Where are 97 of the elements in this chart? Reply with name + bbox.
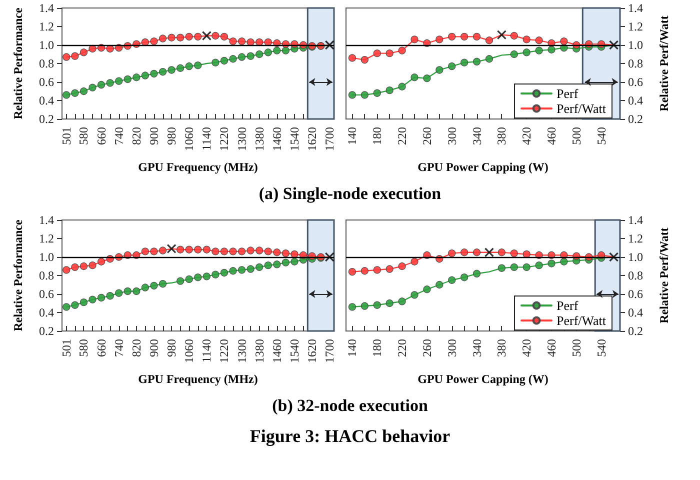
y-tick-label: 0.8	[39, 268, 54, 282]
y2-tick-label: 0.8	[628, 268, 643, 282]
y2-tick-label: 1.4	[628, 1, 643, 15]
x-tick-label: 1220	[217, 127, 232, 151]
y-tick-label: 1.2	[39, 20, 54, 34]
y-tick-label: 0.6	[39, 287, 54, 301]
y2-axis-title: Relative Perf/Watt	[657, 228, 671, 324]
x-tick-label: 900	[146, 127, 161, 145]
x-tick-label: 580	[76, 127, 91, 145]
text: (a) Single-node execution	[258, 183, 442, 205]
y-axis-title: Relative Performance	[11, 7, 25, 120]
legend-label: Perf/Watt	[556, 313, 606, 328]
y-tick-label: 1.0	[39, 250, 54, 264]
y2-axis-title: Relative Perf/Watt	[657, 16, 671, 112]
y-tick-label: 1.4	[39, 1, 54, 15]
x-tick-label: 1140	[200, 127, 214, 151]
x-tick-label: 460	[544, 127, 558, 145]
y2-tick-label: 1.2	[628, 20, 643, 34]
x-tick-label: 1300	[234, 127, 249, 151]
caption: Figure 3: HACC behavior	[248, 425, 452, 448]
x-tick-label: 660	[94, 339, 108, 357]
x-tick-label: 1460	[270, 339, 284, 363]
x-tick-label: 460	[544, 339, 558, 357]
x-tick-label: 420	[520, 339, 534, 357]
y2-tick-label: 0.6	[628, 75, 643, 89]
legend-label: Perf/Watt	[556, 101, 606, 116]
x-tick-label: 300	[444, 339, 459, 357]
x-tick-label: 180	[370, 339, 384, 357]
legend-label: Perf	[556, 298, 579, 313]
x-tick-label: 1540	[287, 339, 302, 363]
x-tick-label: 260	[420, 339, 434, 357]
x-tick-label: 900	[146, 339, 161, 357]
text: (b) 32-node execution	[271, 395, 429, 417]
x-tick-label: 220	[395, 127, 410, 145]
y2-tick-label: 1.0	[628, 250, 643, 264]
x-tick-label: 500	[569, 127, 584, 145]
x-tick-label: 540	[594, 339, 608, 357]
x-tick-label: 140	[345, 127, 360, 145]
y-tick-label: 1.4	[39, 213, 54, 227]
x-tick-label: 140	[345, 339, 360, 357]
y2-tick-label: 0.4	[628, 306, 643, 320]
x-tick-label: 1220	[217, 339, 232, 363]
y-tick-label: 0.8	[39, 56, 54, 70]
x-tick-label: 340	[470, 127, 484, 145]
x-tick-label: 540	[594, 127, 608, 145]
x-tick-label: 740	[112, 127, 126, 145]
y-tick-label: 0.4	[39, 306, 54, 320]
y2-tick-label: 0.6	[628, 287, 643, 301]
legend-label: Perf	[556, 86, 579, 101]
y2-tick-label: 0.4	[628, 94, 643, 108]
x-axis-title: GPU Frequency (MHz)	[138, 160, 258, 174]
x-tick-label: 1140	[200, 339, 214, 363]
x-tick-label: 580	[76, 339, 91, 357]
x-tick-label: 1460	[270, 127, 284, 151]
y-tick-label: 1.0	[39, 38, 54, 52]
x-tick-label: 180	[370, 127, 384, 145]
x-tick-label: 220	[395, 339, 410, 357]
x-tick-label: 660	[94, 127, 108, 145]
y2-tick-label: 0.2	[628, 112, 643, 126]
x-tick-label: 380	[494, 127, 509, 145]
x-axis-title: GPU Power Capping (W)	[418, 160, 548, 174]
x-tick-label: 820	[129, 127, 144, 145]
x-tick-label: 501	[59, 339, 74, 357]
x-tick-label: 1700	[322, 339, 337, 363]
x-tick-label: 980	[164, 339, 179, 357]
x-tick-label: 1300	[234, 339, 249, 363]
x-axis-title: GPU Frequency (MHz)	[138, 372, 258, 386]
x-tick-label: 820	[129, 339, 144, 357]
x-tick-label: 300	[444, 127, 459, 145]
x-tick-label: 1380	[252, 127, 266, 151]
x-tick-label: 1620	[305, 127, 320, 151]
x-tick-label: 500	[569, 339, 584, 357]
y-tick-label: 0.6	[39, 75, 54, 89]
x-tick-label: 1620	[305, 339, 320, 363]
x-tick-label: 980	[164, 127, 179, 145]
x-tick-label: 260	[420, 127, 434, 145]
y2-tick-label: 0.2	[628, 324, 643, 338]
y2-tick-label: 1.0	[628, 38, 643, 52]
y-tick-label: 0.2	[39, 112, 54, 126]
y-tick-label: 0.2	[39, 324, 54, 338]
x-tick-label: 340	[470, 339, 484, 357]
x-tick-label: 1380	[252, 339, 266, 363]
x-tick-label: 740	[112, 339, 126, 357]
x-tick-label: 1060	[182, 127, 196, 151]
x-tick-label: 501	[59, 127, 74, 145]
x-tick-label: 1700	[322, 127, 337, 151]
y2-tick-label: 1.4	[628, 213, 643, 227]
x-axis-title: GPU Power Capping (W)	[418, 372, 548, 386]
y2-tick-label: 0.8	[628, 56, 643, 70]
x-tick-label: 380	[494, 339, 509, 357]
x-tick-label: 1060	[182, 339, 196, 363]
y-axis-title: Relative Performance	[11, 219, 25, 332]
y-tick-label: 1.2	[39, 232, 54, 246]
x-tick-label: 420	[520, 127, 534, 145]
y-tick-label: 0.4	[39, 94, 54, 108]
x-tick-label: 1540	[287, 127, 302, 151]
y2-tick-label: 1.2	[628, 232, 643, 246]
